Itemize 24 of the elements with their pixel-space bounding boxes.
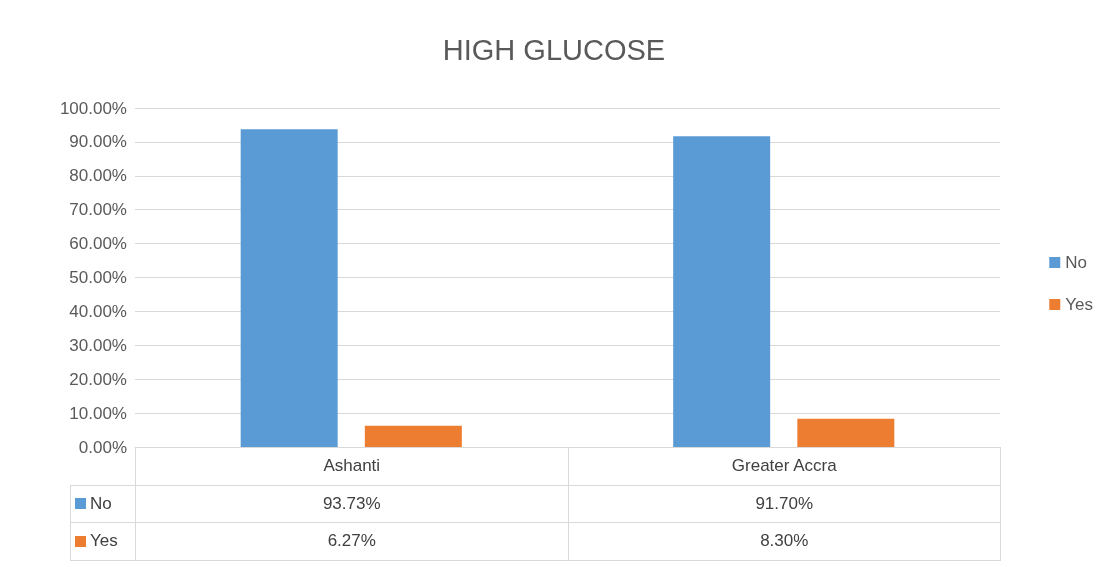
- y-tick-label: 40.00%: [69, 301, 127, 321]
- y-tick-label: 70.00%: [69, 200, 127, 220]
- y-tick-label: 60.00%: [69, 234, 127, 254]
- y-tick-label: 20.00%: [69, 369, 127, 389]
- bar: [364, 425, 462, 447]
- legend-label: Yes: [1065, 295, 1093, 314]
- legend-label: No: [90, 493, 112, 514]
- y-tick-label: 90.00%: [69, 132, 127, 152]
- data-label: 91.70%: [755, 493, 814, 514]
- y-tick-label: 100.00%: [59, 98, 127, 118]
- x-tick-label: Ashanti: [323, 456, 381, 477]
- text: Yes: [90, 531, 118, 551]
- y-tick-label: 0.00%: [78, 437, 127, 457]
- text: No: [1065, 253, 1087, 272]
- data-label: 6.27%: [327, 531, 376, 552]
- y-tick-label: 50.00%: [69, 268, 127, 287]
- chart-title: HIGH GLUCOSE: [442, 33, 666, 66]
- y-tick-label: 80.00%: [69, 166, 127, 186]
- data-label: 8.30%: [760, 531, 809, 552]
- y-tick-label: 10.00%: [69, 403, 127, 423]
- x-tick-label: Greater Accra: [731, 456, 837, 477]
- data-label: 93.73%: [322, 493, 381, 514]
- y-tick-label: 30.00%: [69, 335, 127, 355]
- bar: [673, 136, 771, 447]
